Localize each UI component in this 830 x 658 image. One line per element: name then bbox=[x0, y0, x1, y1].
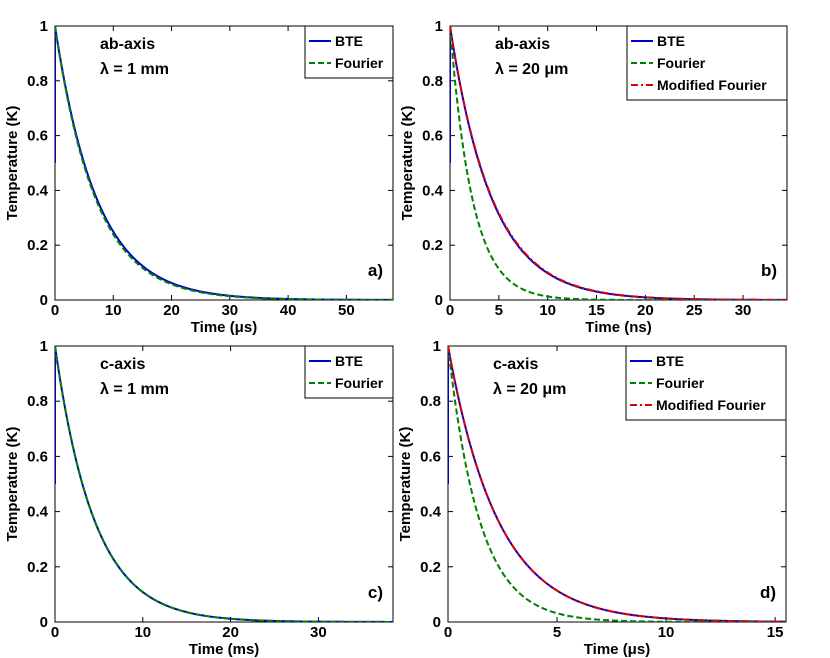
panel-label: d) bbox=[760, 583, 776, 602]
x-tick-label: 30 bbox=[735, 302, 752, 319]
y-tick-label: 0.4 bbox=[27, 182, 49, 199]
x-tick-label: 0 bbox=[51, 302, 59, 319]
legend: BTE Fourier bbox=[304, 25, 394, 79]
annotation-text: λ = 20 μm bbox=[493, 381, 566, 398]
series-group bbox=[55, 346, 393, 622]
y-tick-label: 0.8 bbox=[422, 73, 443, 90]
x-tick-label: 40 bbox=[280, 302, 297, 319]
annotation-text: λ = 1 mm bbox=[100, 61, 169, 78]
chart-panel-a: 0 10 20 30 40 50 0 0.2 0.4 0.6 0.8 1 Time (μs) Temper… bbox=[4, 18, 394, 336]
legend-entry-label: Fourier bbox=[657, 55, 706, 71]
legend-entry-label: BTE bbox=[656, 353, 684, 369]
y-tick-label: 0.6 bbox=[27, 448, 48, 465]
annotation-text: λ = 20 μm bbox=[495, 61, 568, 78]
x-tick-label: 20 bbox=[163, 302, 180, 319]
x-tick-label: 10 bbox=[539, 302, 556, 319]
annotation-text: ab-axis bbox=[100, 36, 155, 53]
legend-box bbox=[626, 25, 788, 101]
legend: BTE Fourier Modified Fourier bbox=[625, 345, 787, 421]
panel-label: b) bbox=[761, 261, 777, 280]
x-axis-label: Time (ms) bbox=[189, 641, 260, 658]
x-tick-label: 10 bbox=[658, 624, 675, 641]
annotation-text: λ = 1 mm bbox=[100, 381, 169, 398]
series-line-modified-fourier bbox=[448, 346, 786, 622]
chart-panel-c: 0 10 20 30 0 0.2 0.4 0.6 0.8 1 Time (ms) Temperatur… bbox=[4, 338, 394, 658]
y-tick-label: 0.2 bbox=[27, 559, 48, 576]
y-axis-label: Temperature (K) bbox=[4, 106, 21, 221]
legend-entry-label: Modified Fourier bbox=[657, 77, 767, 93]
x-tick-label: 5 bbox=[553, 624, 561, 641]
x-axis-label: Time (μs) bbox=[191, 319, 257, 336]
x-tick-label: 15 bbox=[588, 302, 605, 319]
legend-entry-label: Fourier bbox=[335, 375, 384, 391]
annotation-text: ab-axis bbox=[495, 36, 550, 53]
series-line-fourier bbox=[450, 26, 787, 300]
y-tick-label: 0.6 bbox=[27, 128, 48, 145]
x-tick-label: 5 bbox=[495, 302, 503, 319]
y-tick-label: 0 bbox=[433, 614, 441, 631]
series-group bbox=[448, 346, 786, 622]
y-tick-label: 0 bbox=[40, 614, 48, 631]
y-axis-label: Temperature (K) bbox=[397, 427, 414, 542]
x-tick-label: 30 bbox=[221, 302, 238, 319]
y-tick-label: 0 bbox=[40, 292, 48, 309]
y-tick-label: 1 bbox=[40, 18, 48, 35]
y-tick-label: 0.2 bbox=[420, 559, 441, 576]
chart-panel-b: 0 5 10 15 20 25 30 0 0.2 0.4 0.6 0.8 1 Time (ns) Tempe… bbox=[399, 18, 788, 336]
x-tick-label: 30 bbox=[310, 624, 327, 641]
legend: BTE Fourier bbox=[304, 345, 394, 399]
series-line-modified-fourier bbox=[450, 26, 787, 300]
annotation-text: c-axis bbox=[100, 356, 145, 373]
x-tick-label: 15 bbox=[767, 624, 784, 641]
x-axis-label: Time (ns) bbox=[585, 319, 651, 336]
legend-entry-label: Fourier bbox=[335, 55, 384, 71]
y-tick-label: 0.2 bbox=[27, 237, 48, 254]
x-tick-label: 10 bbox=[105, 302, 122, 319]
y-axis-label: Temperature (K) bbox=[399, 106, 416, 221]
annotation-text: c-axis bbox=[493, 356, 538, 373]
x-tick-label: 0 bbox=[446, 302, 454, 319]
x-tick-label: 20 bbox=[222, 624, 239, 641]
series-group bbox=[450, 26, 787, 300]
x-tick-label: 10 bbox=[134, 624, 151, 641]
y-axis-label: Temperature (K) bbox=[4, 427, 21, 542]
y-tick-label: 0.8 bbox=[27, 73, 48, 90]
panel-label: c) bbox=[368, 583, 383, 602]
y-tick-label: 0.8 bbox=[27, 393, 48, 410]
series-line-fourier bbox=[55, 346, 393, 622]
y-tick-label: 0 bbox=[435, 292, 443, 309]
legend-entry-label: BTE bbox=[657, 33, 685, 49]
legend-box bbox=[304, 345, 394, 399]
legend-box bbox=[304, 25, 394, 79]
y-tick-label: 1 bbox=[40, 338, 48, 355]
legend-entry-label: Fourier bbox=[656, 375, 705, 391]
x-axis-label: Time (μs) bbox=[584, 641, 650, 658]
legend: BTE Fourier Modified Fourier bbox=[626, 25, 788, 101]
y-tick-label: 0.6 bbox=[420, 448, 441, 465]
x-tick-label: 20 bbox=[637, 302, 654, 319]
legend-entry-label: Modified Fourier bbox=[656, 397, 766, 413]
x-tick-label: 25 bbox=[686, 302, 703, 319]
series-line-fourier bbox=[55, 26, 393, 300]
y-tick-label: 0.6 bbox=[422, 128, 443, 145]
y-tick-label: 0.4 bbox=[27, 504, 49, 521]
legend-entry-label: BTE bbox=[335, 353, 363, 369]
x-tick-label: 50 bbox=[338, 302, 355, 319]
y-tick-label: 1 bbox=[433, 338, 441, 355]
x-tick-label: 0 bbox=[444, 624, 452, 641]
series-group bbox=[55, 26, 393, 300]
y-tick-label: 0.4 bbox=[422, 182, 444, 199]
chart-panel-d: 0 5 10 15 0 0.2 0.4 0.6 0.8 1 Time (μs) Temperature… bbox=[397, 338, 787, 658]
y-tick-label: 0.4 bbox=[420, 504, 442, 521]
legend-entry-label: BTE bbox=[335, 33, 363, 49]
panel-label: a) bbox=[368, 261, 383, 280]
y-tick-label: 0.8 bbox=[420, 393, 441, 410]
legend-box bbox=[625, 345, 787, 421]
y-tick-label: 0.2 bbox=[422, 237, 443, 254]
x-tick-label: 0 bbox=[51, 624, 59, 641]
y-tick-label: 1 bbox=[435, 18, 443, 35]
